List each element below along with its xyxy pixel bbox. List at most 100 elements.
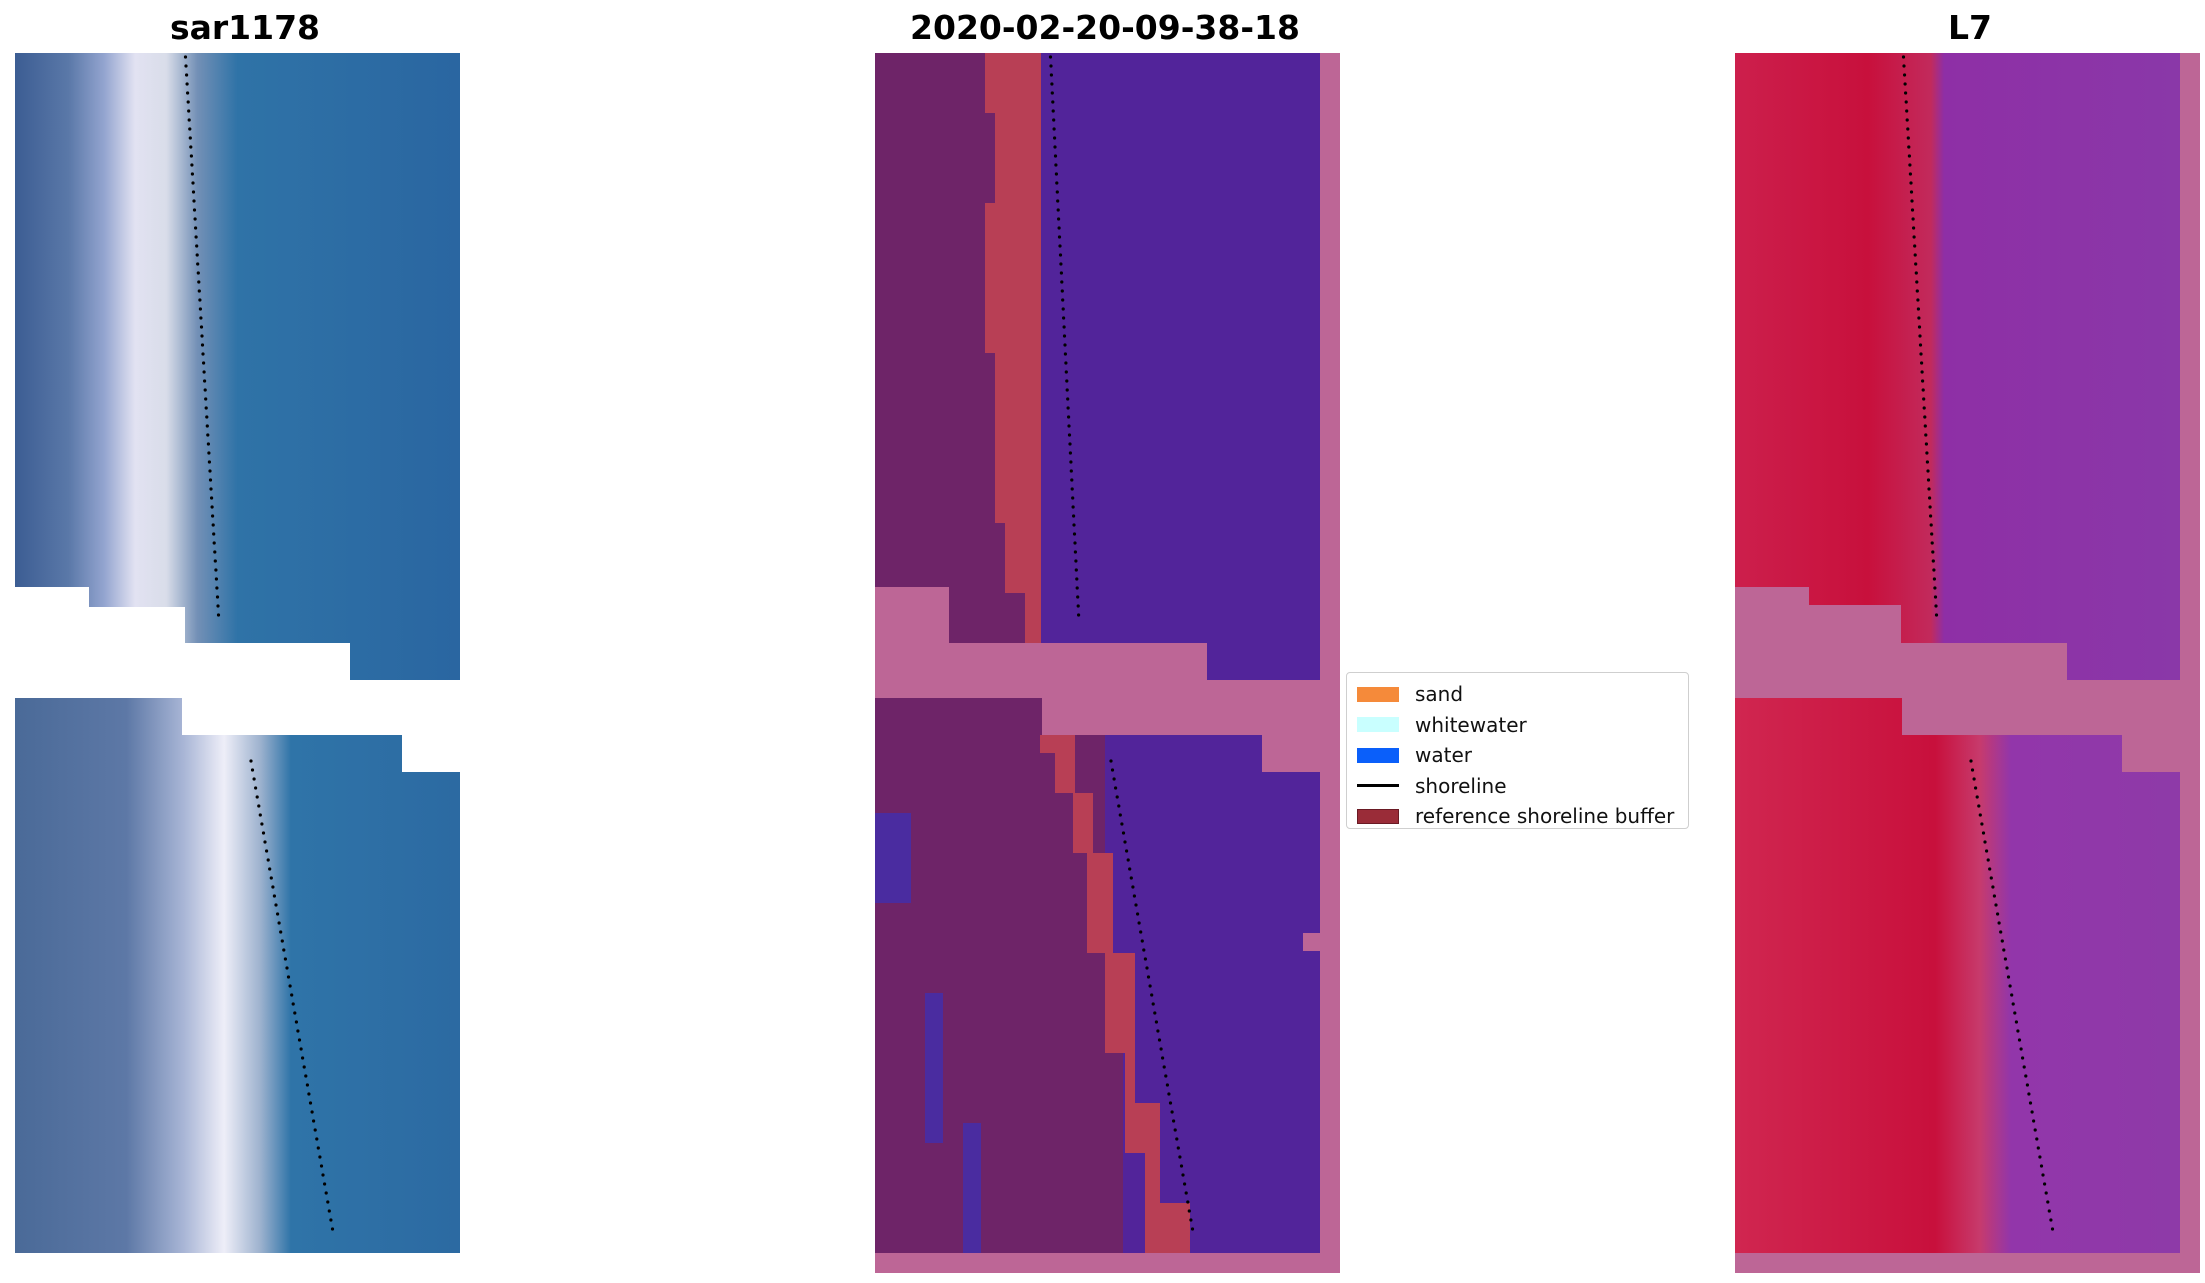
shoreline-point — [2013, 1011, 2017, 1015]
shoreline-point — [1062, 334, 1067, 338]
shoreline-point — [204, 406, 208, 410]
shoreline-point — [207, 451, 211, 455]
shoreline-point — [1997, 921, 2001, 925]
shoreline-point — [1056, 199, 1060, 203]
shoreline-point — [1050, 91, 1054, 95]
shoreline-point — [188, 136, 192, 140]
shoreline-point — [260, 822, 264, 826]
shoreline-point — [1927, 487, 1931, 491]
shoreline-point — [269, 876, 273, 880]
shoreline-point — [1170, 1110, 1174, 1114]
shoreline-point — [1187, 1209, 1191, 1213]
buffer-upper — [985, 53, 1041, 643]
shoreline-point — [1053, 145, 1057, 149]
shoreline-point — [1924, 433, 1928, 437]
shoreline-point — [1054, 163, 1058, 167]
shoreline-point — [214, 577, 218, 581]
shoreline-point — [194, 235, 198, 239]
shoreline-point — [2030, 1110, 2034, 1114]
shoreline-point — [1921, 379, 1925, 383]
shoreline-point — [1909, 190, 1914, 194]
shoreline-point — [204, 397, 208, 401]
shoreline-point — [1922, 397, 1926, 401]
shoreline-point — [1934, 604, 1938, 608]
shoreline-point — [315, 1137, 319, 1141]
shoreline-point — [1925, 460, 1929, 464]
shoreline-point — [1985, 849, 1989, 853]
shoreline-point — [1181, 1173, 1185, 1177]
shoreline-point — [1128, 867, 1132, 871]
shoreline-point — [1906, 127, 1910, 131]
shoreline-point — [1064, 361, 1068, 365]
shoreline-point — [1910, 208, 1915, 212]
shoreline-point — [2050, 1227, 2055, 1231]
shoreline-point — [1064, 370, 1068, 374]
shoreline-point — [1918, 334, 1922, 338]
shoreline-point — [184, 64, 188, 68]
shoreline-point — [203, 379, 207, 383]
shoreline-point — [1065, 379, 1069, 383]
shoreline-point — [206, 442, 210, 446]
shoreline-point — [1132, 894, 1136, 898]
shoreline-point — [1157, 1038, 1162, 1042]
shoreline-point — [1162, 1065, 1166, 1069]
shoreline-point — [1933, 595, 1938, 599]
shoreline-point — [307, 1092, 311, 1096]
shoreline-point — [1114, 786, 1118, 790]
shoreline-point — [188, 127, 192, 131]
shoreline-point — [1923, 415, 1927, 419]
shoreline-point — [1905, 109, 1909, 113]
shoreline-point — [2024, 1074, 2028, 1078]
shoreline-point — [1140, 939, 1144, 943]
shoreline-point — [1073, 541, 1077, 545]
shoreline-point — [1063, 352, 1067, 356]
shoreline-point — [1175, 1137, 1179, 1141]
shoreline-point — [1148, 984, 1152, 988]
shoreline-point — [1908, 163, 1912, 167]
shoreline-point — [1070, 478, 1074, 482]
shoreline-point — [1055, 181, 1059, 185]
shoreline-point — [1075, 577, 1079, 581]
shoreline-point — [1123, 840, 1127, 844]
shoreline-point — [318, 1155, 322, 1159]
shoreline-point — [329, 1218, 333, 1222]
shoreline-point — [279, 930, 283, 934]
shoreline-point — [1065, 388, 1069, 392]
shoreline-point — [1071, 505, 1075, 509]
shoreline-point — [201, 352, 205, 356]
shoreline-point — [1137, 921, 1141, 925]
shoreline-point — [1057, 226, 1061, 230]
shoreline-point — [193, 217, 197, 221]
shoreline-point — [1139, 930, 1143, 934]
shoreline-point — [326, 1200, 330, 1204]
shoreline-point — [1067, 424, 1071, 428]
shoreline-point — [1978, 813, 1982, 817]
shoreline-point — [1933, 586, 1937, 590]
shoreline-point — [1060, 280, 1064, 284]
shoreline-point — [1067, 415, 1071, 419]
shoreline-point — [1918, 343, 1923, 347]
shoreline-point — [312, 1119, 316, 1123]
shoreline-point — [1110, 768, 1115, 772]
shoreline-point — [1146, 975, 1151, 979]
rgb-upper-image — [15, 53, 460, 680]
shoreline-point — [1154, 1020, 1158, 1024]
shoreline-point — [286, 975, 291, 979]
shoreline-point — [202, 361, 206, 365]
shoreline-point — [258, 813, 262, 817]
shoreline-point — [1932, 568, 1936, 572]
shoreline-point — [2046, 1200, 2050, 1204]
shoreline-point — [194, 226, 198, 230]
shoreline-point — [2000, 939, 2004, 943]
shoreline-point — [316, 1146, 320, 1150]
shoreline-point — [1117, 804, 1121, 808]
shoreline-point — [2003, 957, 2007, 961]
shoreline-point — [196, 262, 200, 266]
shoreline-point — [2021, 1056, 2025, 1060]
shoreline-point — [1916, 298, 1920, 302]
shoreline-point — [190, 163, 194, 167]
buffer-swatch — [1357, 808, 1399, 824]
shoreline-point — [1074, 559, 1078, 563]
shoreline-point — [1161, 1056, 1165, 1060]
shoreline-point — [1989, 876, 1993, 880]
